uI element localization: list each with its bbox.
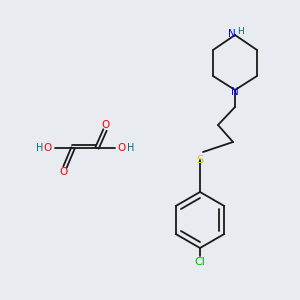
Text: O: O [118, 143, 126, 153]
Text: O: O [102, 120, 110, 130]
Text: Cl: Cl [195, 257, 206, 267]
Text: H: H [36, 143, 44, 153]
Text: O: O [44, 143, 52, 153]
Text: H: H [127, 143, 135, 153]
Text: H: H [237, 26, 243, 35]
Text: S: S [196, 155, 204, 165]
Text: N: N [231, 87, 239, 97]
Text: N: N [228, 29, 236, 39]
Text: O: O [60, 167, 68, 177]
